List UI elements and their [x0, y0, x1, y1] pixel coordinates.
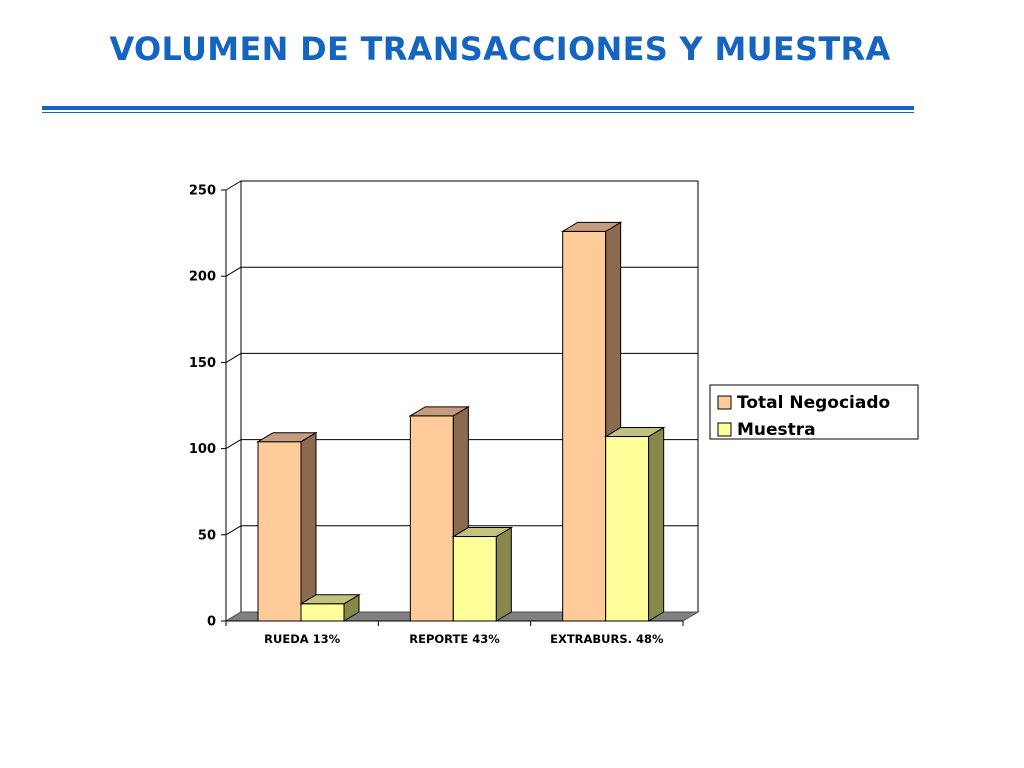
- bar-front: [409, 415, 454, 622]
- legend: Total Negociado Muestra: [709, 384, 919, 440]
- x-tick-label: RUEDA 13%: [264, 632, 341, 646]
- bar-side: [300, 431, 317, 622]
- bar-side: [648, 426, 665, 622]
- bar-front: [452, 536, 497, 622]
- bar-front: [257, 441, 302, 622]
- legend-box: [709, 384, 919, 440]
- bar-front: [300, 603, 345, 622]
- bar: [603, 426, 666, 622]
- legend-label: Muestra: [737, 420, 816, 440]
- y-tick-label: 50: [198, 528, 216, 543]
- y-tick-label: 150: [189, 356, 216, 371]
- bar-top: [560, 221, 623, 232]
- y-tick-label: 100: [189, 442, 216, 457]
- title-underline: [42, 106, 914, 110]
- bar-top: [408, 406, 471, 417]
- side-gridline: [225, 266, 242, 277]
- bar-side: [495, 526, 512, 622]
- legend-swatch: [717, 395, 732, 410]
- legend-label: Total Negociado: [737, 393, 890, 413]
- bars: [256, 221, 666, 622]
- legend-swatch: [717, 422, 732, 437]
- x-tick-label: REPORTE 43%: [409, 632, 500, 646]
- title-underline-thin: [42, 112, 914, 113]
- side-gridline: [225, 352, 242, 363]
- bar-top: [299, 594, 361, 605]
- slide-title: VOLUMEN DE TRANSACCIONES Y MUESTRA: [109, 30, 891, 68]
- bar-top: [256, 432, 318, 443]
- side-gridline: [225, 180, 242, 191]
- bar: [451, 526, 514, 622]
- bar-front: [562, 230, 607, 622]
- bar-front: [605, 436, 650, 622]
- bar-top: [603, 427, 666, 438]
- bar-top: [451, 527, 514, 538]
- x-tick-label: EXTRABURS. 48%: [550, 632, 664, 646]
- y-tick-label: 0: [207, 615, 216, 630]
- y-tick-label: 250: [189, 184, 216, 199]
- bar: [299, 593, 361, 622]
- side-gridline: [225, 525, 242, 536]
- side-gridline: [225, 439, 242, 450]
- y-tick-label: 200: [189, 270, 216, 285]
- bar: [256, 431, 318, 622]
